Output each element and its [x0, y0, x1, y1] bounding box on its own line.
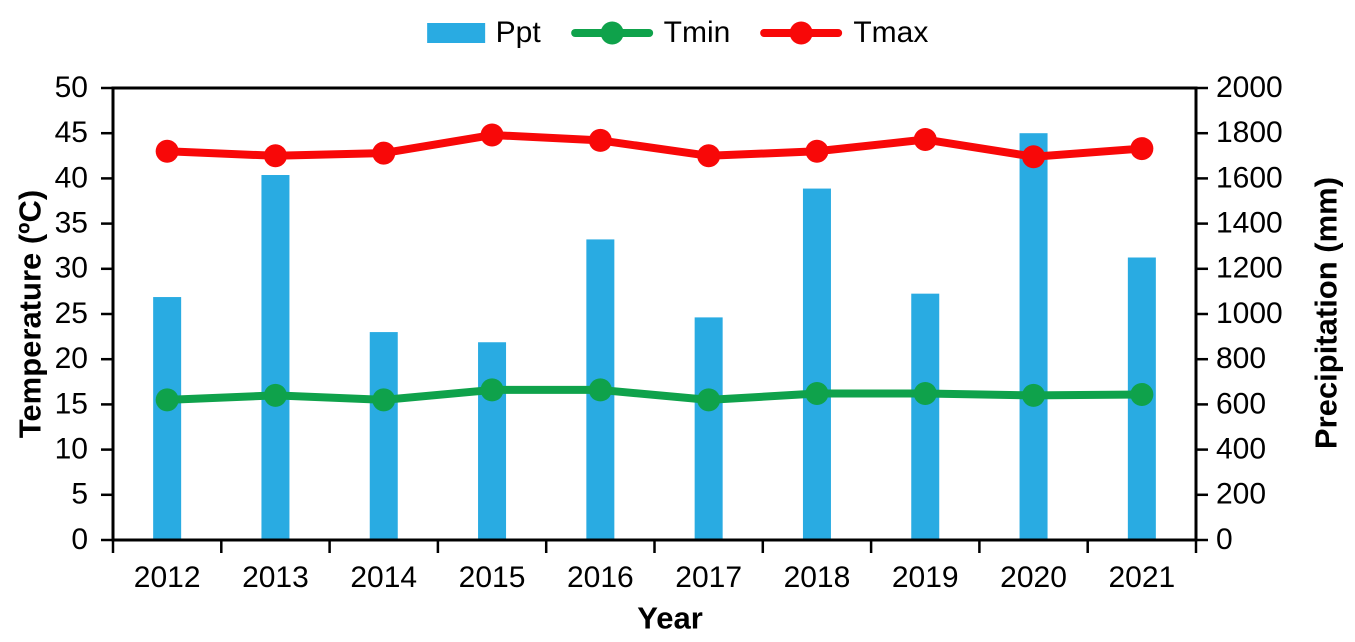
right-tick-label: 200 [1216, 478, 1266, 511]
left-tick-label: 30 [55, 252, 88, 285]
tmax-point-2015 [480, 123, 504, 147]
tmin-point-2013 [263, 383, 287, 407]
left-tick-label: 25 [55, 297, 88, 330]
x-tick-label-2020: 2020 [1000, 561, 1067, 594]
right-axis-title: Precipitation (mm) [1308, 176, 1344, 450]
legend-item-tmin: Tmin [570, 16, 731, 49]
bar-ppt-2014 [369, 332, 398, 540]
left-tick-label: 50 [55, 71, 88, 104]
right-tick-label: 1800 [1216, 116, 1283, 149]
left-tick-label: 0 [71, 523, 88, 556]
bar-ppt-2012 [153, 297, 182, 540]
left-tick-label: 45 [55, 116, 88, 149]
legend-item-ppt: Ppt [426, 16, 541, 49]
bar-ppt-2019 [911, 293, 940, 540]
legend-line-marker-icon [570, 21, 653, 45]
bar-ppt-2017 [694, 317, 723, 540]
tmax-point-2018 [805, 139, 829, 163]
left-tick-label: 10 [55, 433, 88, 466]
legend-item-tmax: Tmax [760, 18, 928, 48]
left-tick-label: 20 [55, 342, 88, 375]
legend-label-tmax: Tmax [853, 16, 929, 49]
left-tick-label: 5 [71, 478, 88, 511]
legend-label-ppt: Ppt [495, 16, 541, 49]
tmin-point-2019 [913, 382, 937, 406]
x-tick-label-2018: 2018 [784, 561, 851, 594]
tmin-point-2018 [805, 382, 829, 406]
tmax-point-2012 [155, 139, 179, 163]
right-tick-label: 600 [1216, 387, 1266, 420]
tmin-point-2017 [697, 388, 721, 412]
left-tick-label: 15 [55, 387, 88, 420]
right-tick-label: 800 [1216, 342, 1266, 375]
left-tick-label: 35 [55, 207, 88, 240]
tmax-point-2017 [697, 144, 721, 168]
x-tick-label-2012: 2012 [134, 561, 201, 594]
legend-line-dot [789, 21, 813, 45]
right-tick-label: 1400 [1216, 207, 1283, 240]
tmax-point-2014 [372, 141, 396, 165]
x-tick-label-2014: 2014 [350, 561, 417, 594]
legend-bar-swatch-icon [426, 23, 485, 43]
bar-ppt-2013 [261, 175, 290, 540]
x-tick-label-2021: 2021 [1108, 561, 1175, 594]
right-tick-label: 2000 [1216, 71, 1283, 104]
tmax-point-2021 [1130, 137, 1154, 161]
bar-ppt-2015 [478, 342, 507, 540]
tmin-point-2014 [372, 388, 396, 412]
x-tick-label-2017: 2017 [675, 561, 742, 594]
tmin-point-2021 [1130, 382, 1154, 406]
right-tick-label: 1000 [1216, 297, 1283, 330]
tmin-point-2015 [480, 378, 504, 402]
tmin-point-2012 [155, 388, 179, 412]
tmax-point-2016 [588, 128, 612, 152]
line-tmin [163, 385, 1146, 404]
x-tick-label-2013: 2013 [242, 561, 309, 594]
x-axis-title: Year [637, 600, 703, 636]
tmax-point-2020 [1022, 145, 1046, 169]
right-tick-label: 1200 [1216, 252, 1283, 285]
tmax-point-2019 [913, 128, 937, 152]
right-tick-label: 400 [1216, 433, 1266, 466]
x-tick-label-2016: 2016 [567, 561, 634, 594]
bar-ppt-2018 [802, 188, 831, 540]
bar-ppt-2020 [1019, 133, 1048, 540]
legend-label-tmin: Tmin [663, 16, 731, 49]
line-tmax [163, 131, 1146, 161]
legend-line-marker-icon [760, 21, 843, 45]
right-tick-label: 1600 [1216, 161, 1283, 194]
tmin-point-2016 [588, 378, 612, 402]
left-axis-title: Temperature (ºC) [12, 189, 48, 439]
tmax-point-2013 [263, 144, 287, 168]
x-tick-label-2019: 2019 [892, 561, 959, 594]
right-tick-label: 0 [1216, 523, 1233, 556]
left-tick-label: 40 [55, 161, 88, 194]
x-tick-label-2015: 2015 [459, 561, 526, 594]
tmin-point-2020 [1022, 383, 1046, 407]
chart-legend: Ppt Tmin Tmax [426, 16, 928, 49]
legend-line-dot [600, 21, 624, 45]
